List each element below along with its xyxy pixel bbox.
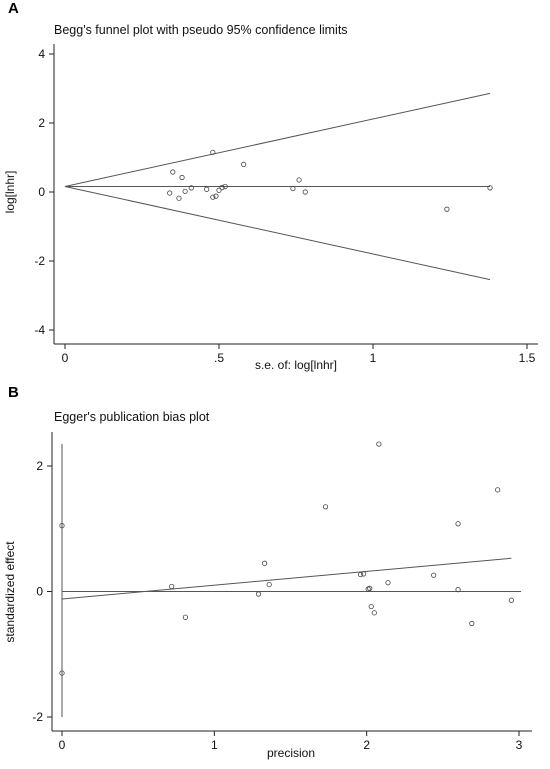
panel-a-data-point bbox=[213, 193, 219, 199]
panel-b-x-tick-label: 0 bbox=[59, 738, 66, 752]
panel-a-letter: A bbox=[8, 0, 19, 17]
panel-a-upper-pseudo-ci-line bbox=[64, 92, 491, 187]
panel-b-data-point bbox=[182, 614, 188, 620]
panel-a-data-point bbox=[444, 206, 450, 212]
panel-a-data-point bbox=[210, 194, 216, 200]
panel-b-data-point bbox=[371, 610, 377, 616]
panel-b-y-axis-label: standardized effect bbox=[3, 541, 17, 643]
panel-b-data-point bbox=[385, 580, 391, 586]
panel-a-data-point bbox=[219, 184, 225, 191]
panel-b-title: Egger's publication bias plot bbox=[54, 410, 210, 424]
panel-b-data-point bbox=[367, 585, 373, 591]
panel-a-y-tick-label: 4 bbox=[38, 47, 45, 61]
panel-a-y-tick-label: -4 bbox=[34, 323, 45, 337]
panel-a-x-tick-label: .5 bbox=[214, 351, 224, 365]
panel-b-plot: -2 0 2 0 1 2 3 bbox=[32, 432, 532, 752]
panel-a-x-tick-label: 0 bbox=[62, 351, 69, 365]
panel-b-data-point bbox=[508, 597, 514, 603]
panel-b-data-point bbox=[262, 560, 268, 566]
panel-b-data-point bbox=[266, 581, 272, 588]
panel-b-data-point bbox=[431, 572, 437, 578]
panel-b-x-axis-label: precision bbox=[267, 746, 315, 760]
panel-a-data-point bbox=[170, 169, 176, 175]
panel-b-data-point bbox=[59, 670, 65, 676]
panel-a-x-tick-label: 1.5 bbox=[519, 351, 536, 365]
panel-b-data-point bbox=[357, 571, 364, 578]
panel-a-x-tick-label: 1 bbox=[370, 351, 377, 365]
panel-a-data-point bbox=[176, 195, 182, 201]
panel-b-letter: B bbox=[8, 384, 19, 401]
panel-a-data-point bbox=[204, 186, 210, 192]
panel-b-y-tick-label: 2 bbox=[36, 459, 43, 473]
panel-b-data-point bbox=[455, 521, 461, 527]
panel-a-data-point bbox=[302, 189, 308, 195]
panel-b-data-point bbox=[455, 587, 461, 593]
panel-a-data-point bbox=[167, 190, 173, 196]
panel-a-x-axis-label: s.e. of: log[lnhr] bbox=[255, 358, 337, 372]
panel-a-data-point bbox=[296, 177, 302, 183]
panel-a-data-point bbox=[241, 161, 247, 167]
panel-b-x-tick-label: 3 bbox=[516, 738, 523, 752]
panel-a-data-point bbox=[182, 188, 188, 194]
panel-a-data-point bbox=[210, 149, 216, 155]
panel-a-data-point bbox=[188, 185, 194, 191]
panel-b-x-tick-label: 2 bbox=[363, 738, 370, 752]
panel-b-data-point bbox=[368, 603, 374, 610]
panel-b-data-point bbox=[361, 571, 367, 577]
panel-b-data-point bbox=[495, 487, 501, 493]
panel-b-data-point bbox=[376, 441, 382, 447]
panel-b-data-point bbox=[169, 583, 175, 590]
panel-a-data-point bbox=[179, 174, 185, 181]
panel-b-regression-line bbox=[61, 557, 512, 600]
panel-a-y-tick-label: -2 bbox=[34, 254, 45, 268]
panel-b-data-point bbox=[322, 504, 329, 510]
panel-a-data-point bbox=[487, 185, 493, 191]
panel-a-lower-pseudo-ci-line bbox=[64, 185, 491, 281]
panel-b-data-point bbox=[469, 620, 475, 627]
panel-a-data-point bbox=[216, 187, 222, 193]
panel-b-y-tick-label: -2 bbox=[32, 710, 43, 724]
panel-a-y-axis-label: log[lnhr] bbox=[3, 171, 17, 214]
panel-b-x-tick-label: 1 bbox=[211, 738, 218, 752]
panel-b-data-point bbox=[59, 523, 65, 529]
panel-a-title: Begg's funnel plot with pseudo 95% confi… bbox=[54, 23, 348, 37]
panel-a-data-point bbox=[290, 185, 296, 192]
panel-a-y-tick-label: 0 bbox=[38, 185, 45, 199]
panel-a-data-point bbox=[222, 183, 228, 190]
panel-b-y-tick-label: 0 bbox=[36, 585, 43, 599]
panel-b-data-point bbox=[255, 591, 262, 597]
panel-a-plot: -4 -2 0 2 4 0 .5 1 1.5 bbox=[34, 44, 538, 365]
panel-a-y-tick-label: 2 bbox=[38, 116, 45, 130]
